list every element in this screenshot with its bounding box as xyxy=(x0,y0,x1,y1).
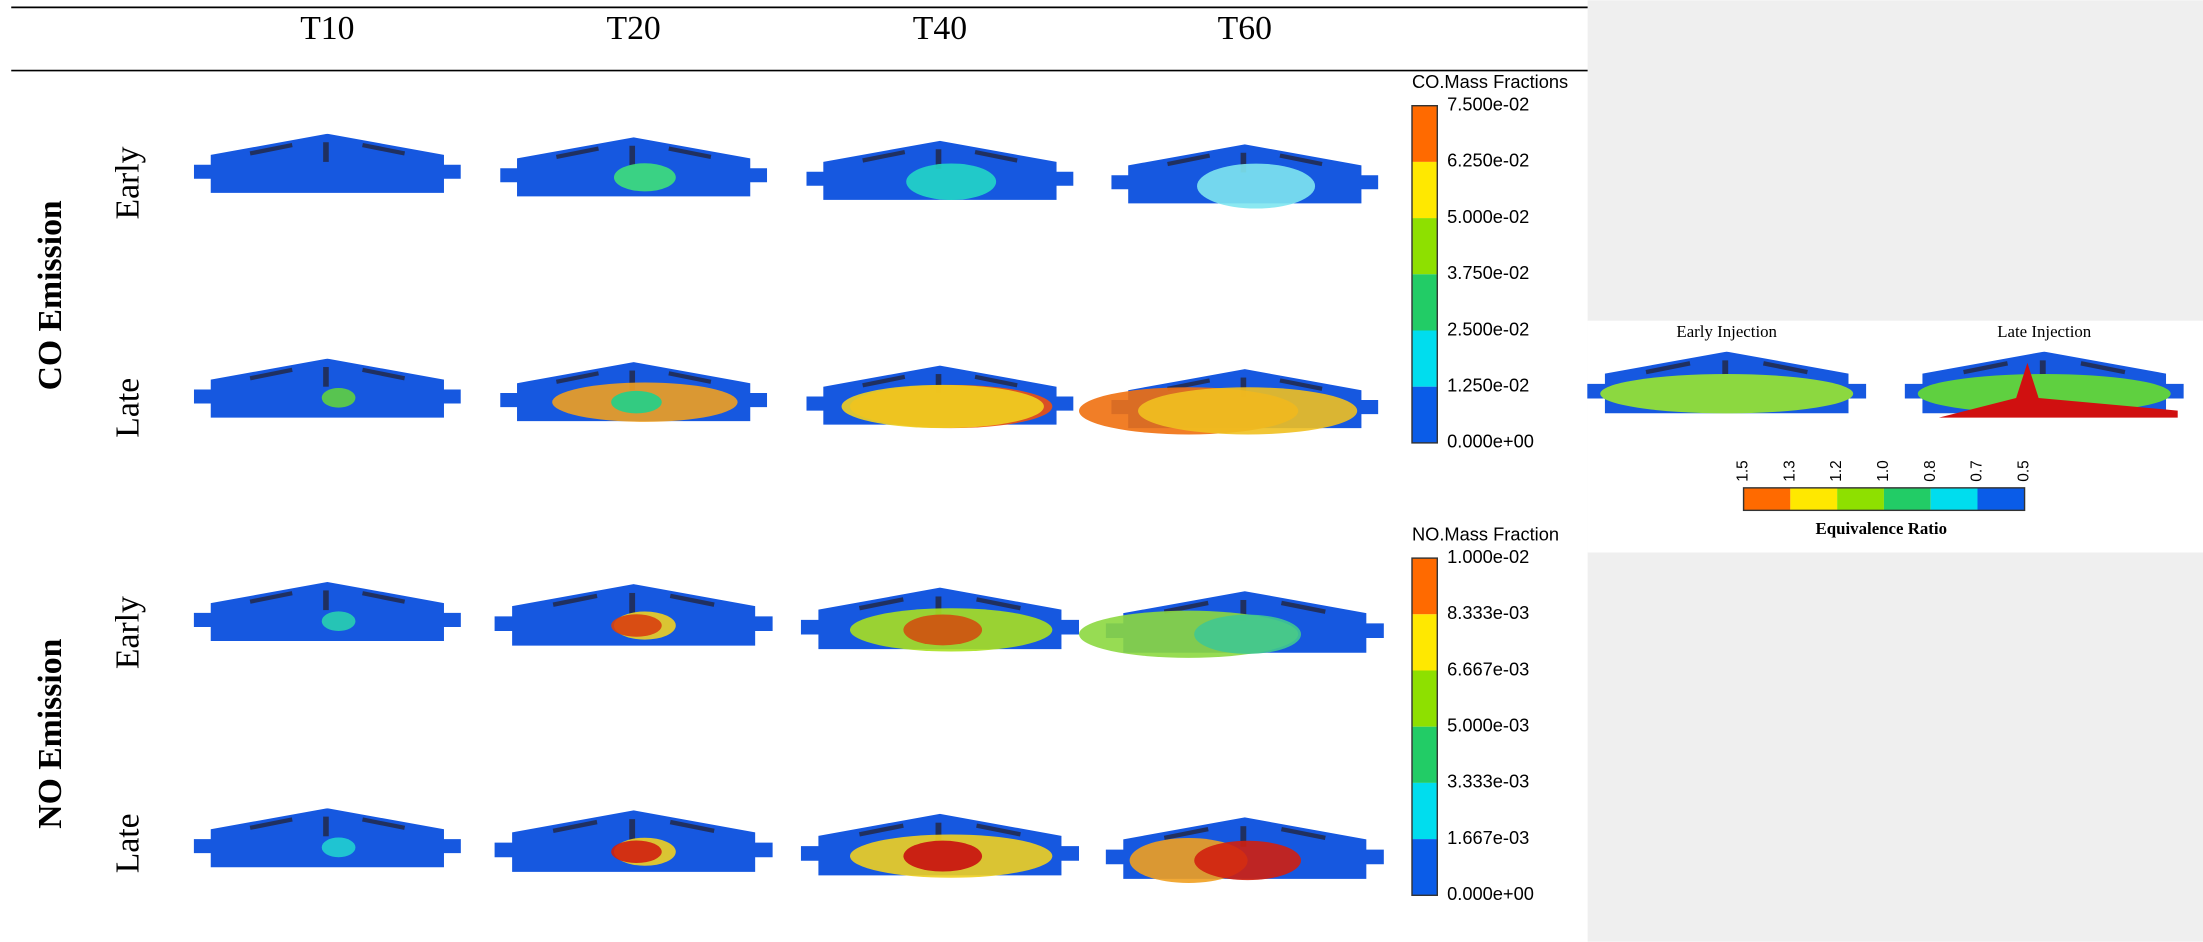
column-header: T20 xyxy=(606,10,660,47)
colorbar-segment xyxy=(1412,558,1437,614)
contour-region xyxy=(614,163,676,191)
row-label: Early xyxy=(109,596,146,669)
contour-region xyxy=(903,614,982,645)
contour-region xyxy=(322,838,356,858)
colorbar-tick-label: 8.333e-03 xyxy=(1447,602,1529,623)
scale-segment xyxy=(1931,488,1978,510)
colorbar-segment xyxy=(1412,218,1437,274)
colorbar-tick-label: 6.250e-02 xyxy=(1447,150,1529,171)
colorbar-segment xyxy=(1412,274,1437,330)
chamber xyxy=(194,582,461,641)
scale-segment xyxy=(1744,488,1791,510)
row-label: Early xyxy=(109,146,146,219)
contour-plot xyxy=(1079,591,1384,658)
contour-region xyxy=(842,385,1044,428)
column-header: T10 xyxy=(300,10,354,47)
contour-region xyxy=(906,163,996,200)
inset-background xyxy=(1588,321,2203,553)
colorbar-segment xyxy=(1412,671,1437,727)
contour-plot xyxy=(194,808,461,867)
page: T10 T20 T40 T60 CO Emission Early Late NO Emis… xyxy=(0,0,2203,942)
contour-plot xyxy=(1111,144,1378,208)
contour-plot xyxy=(806,141,1073,200)
scale-label: 0.7 xyxy=(1969,460,1986,481)
colorbar-tick-label: 1.250e-02 xyxy=(1447,375,1529,396)
colorbar-tick-label: 3.750e-02 xyxy=(1447,262,1529,283)
colorbar-segment xyxy=(1412,106,1437,162)
row-label: Late xyxy=(109,813,146,873)
colorbar-tick-label: 6.667e-03 xyxy=(1447,658,1529,679)
group-label: CO Emission xyxy=(32,200,69,390)
colorbar-tick-label: 0.000e+00 xyxy=(1447,883,1534,904)
panel-title: Early Injection xyxy=(1676,322,1777,341)
colorbar-segment xyxy=(1412,614,1437,670)
contour-region xyxy=(611,614,662,636)
scale-label: 0.8 xyxy=(1922,460,1939,481)
colorbar-segment xyxy=(1412,387,1437,443)
scale-title: Equivalence Ratio xyxy=(1816,519,1947,538)
colorbar-title: NO.Mass Fraction xyxy=(1412,523,1559,544)
chamber xyxy=(194,359,461,418)
contour-region xyxy=(1600,374,1853,413)
contour-region xyxy=(1197,164,1315,209)
colorbar-tick-label: 1.000e-02 xyxy=(1447,546,1529,567)
chamber xyxy=(194,808,461,867)
figure: T10 T20 T40 T60 CO Emission Early Late NO Emis… xyxy=(0,0,2203,942)
contour-plot xyxy=(801,588,1079,652)
contour-region xyxy=(1194,615,1301,654)
colorbar-tick-label: 0.000e+00 xyxy=(1447,431,1534,452)
scale-segment xyxy=(1790,488,1837,510)
scale-label: 1.0 xyxy=(1875,460,1892,481)
scale-segment xyxy=(1978,488,2025,510)
row-label: Late xyxy=(109,378,146,438)
column-header: T40 xyxy=(913,10,967,47)
contour-region xyxy=(611,841,662,863)
scale-segment xyxy=(1837,488,1884,510)
colorbar-tick-label: 1.667e-03 xyxy=(1447,827,1529,848)
contour-region xyxy=(1194,841,1301,880)
colorbar-tick-label: 5.000e-02 xyxy=(1447,206,1529,227)
contour-region xyxy=(322,611,356,631)
contour-plot xyxy=(194,582,461,641)
chamber xyxy=(194,134,461,193)
contour-plot xyxy=(500,362,767,422)
contour-region xyxy=(611,391,662,413)
colorbar-tick-label: 7.500e-02 xyxy=(1447,94,1529,115)
colorbar-tick-label: 2.500e-02 xyxy=(1447,318,1529,339)
contour-plot xyxy=(495,584,773,645)
colorbar-tick-label: 3.333e-03 xyxy=(1447,771,1529,792)
colorbar-segment xyxy=(1412,162,1437,218)
scale-label: 1.3 xyxy=(1781,460,1798,481)
colorbar-tick-label: 5.000e-03 xyxy=(1447,715,1529,736)
contour-region xyxy=(322,388,356,408)
panel-title: Late Injection xyxy=(1997,322,2092,341)
colorbar-segment xyxy=(1412,331,1437,387)
contour-region xyxy=(903,841,982,872)
contour-plot xyxy=(194,134,461,193)
contour-region xyxy=(1138,387,1357,434)
scale-segment xyxy=(1884,488,1931,510)
contour-plot xyxy=(806,366,1073,429)
contour-plot xyxy=(801,814,1079,878)
contour-plot xyxy=(500,137,767,196)
scale-label: 1.5 xyxy=(1735,460,1752,481)
column-header: T60 xyxy=(1218,10,1272,47)
group-label: NO Emission xyxy=(32,638,69,828)
colorbar-segment xyxy=(1412,839,1437,895)
scale-label: 0.5 xyxy=(2015,460,2032,481)
contour-plot xyxy=(1079,369,1378,434)
colorbar-segment xyxy=(1412,783,1437,839)
contour-plot xyxy=(495,810,773,871)
scale-label: 1.2 xyxy=(1828,460,1845,481)
contour-plot xyxy=(1106,817,1384,883)
colorbar-segment xyxy=(1412,727,1437,783)
colorbar-title: CO.Mass Fractions xyxy=(1412,71,1568,92)
contour-plot xyxy=(194,359,461,418)
